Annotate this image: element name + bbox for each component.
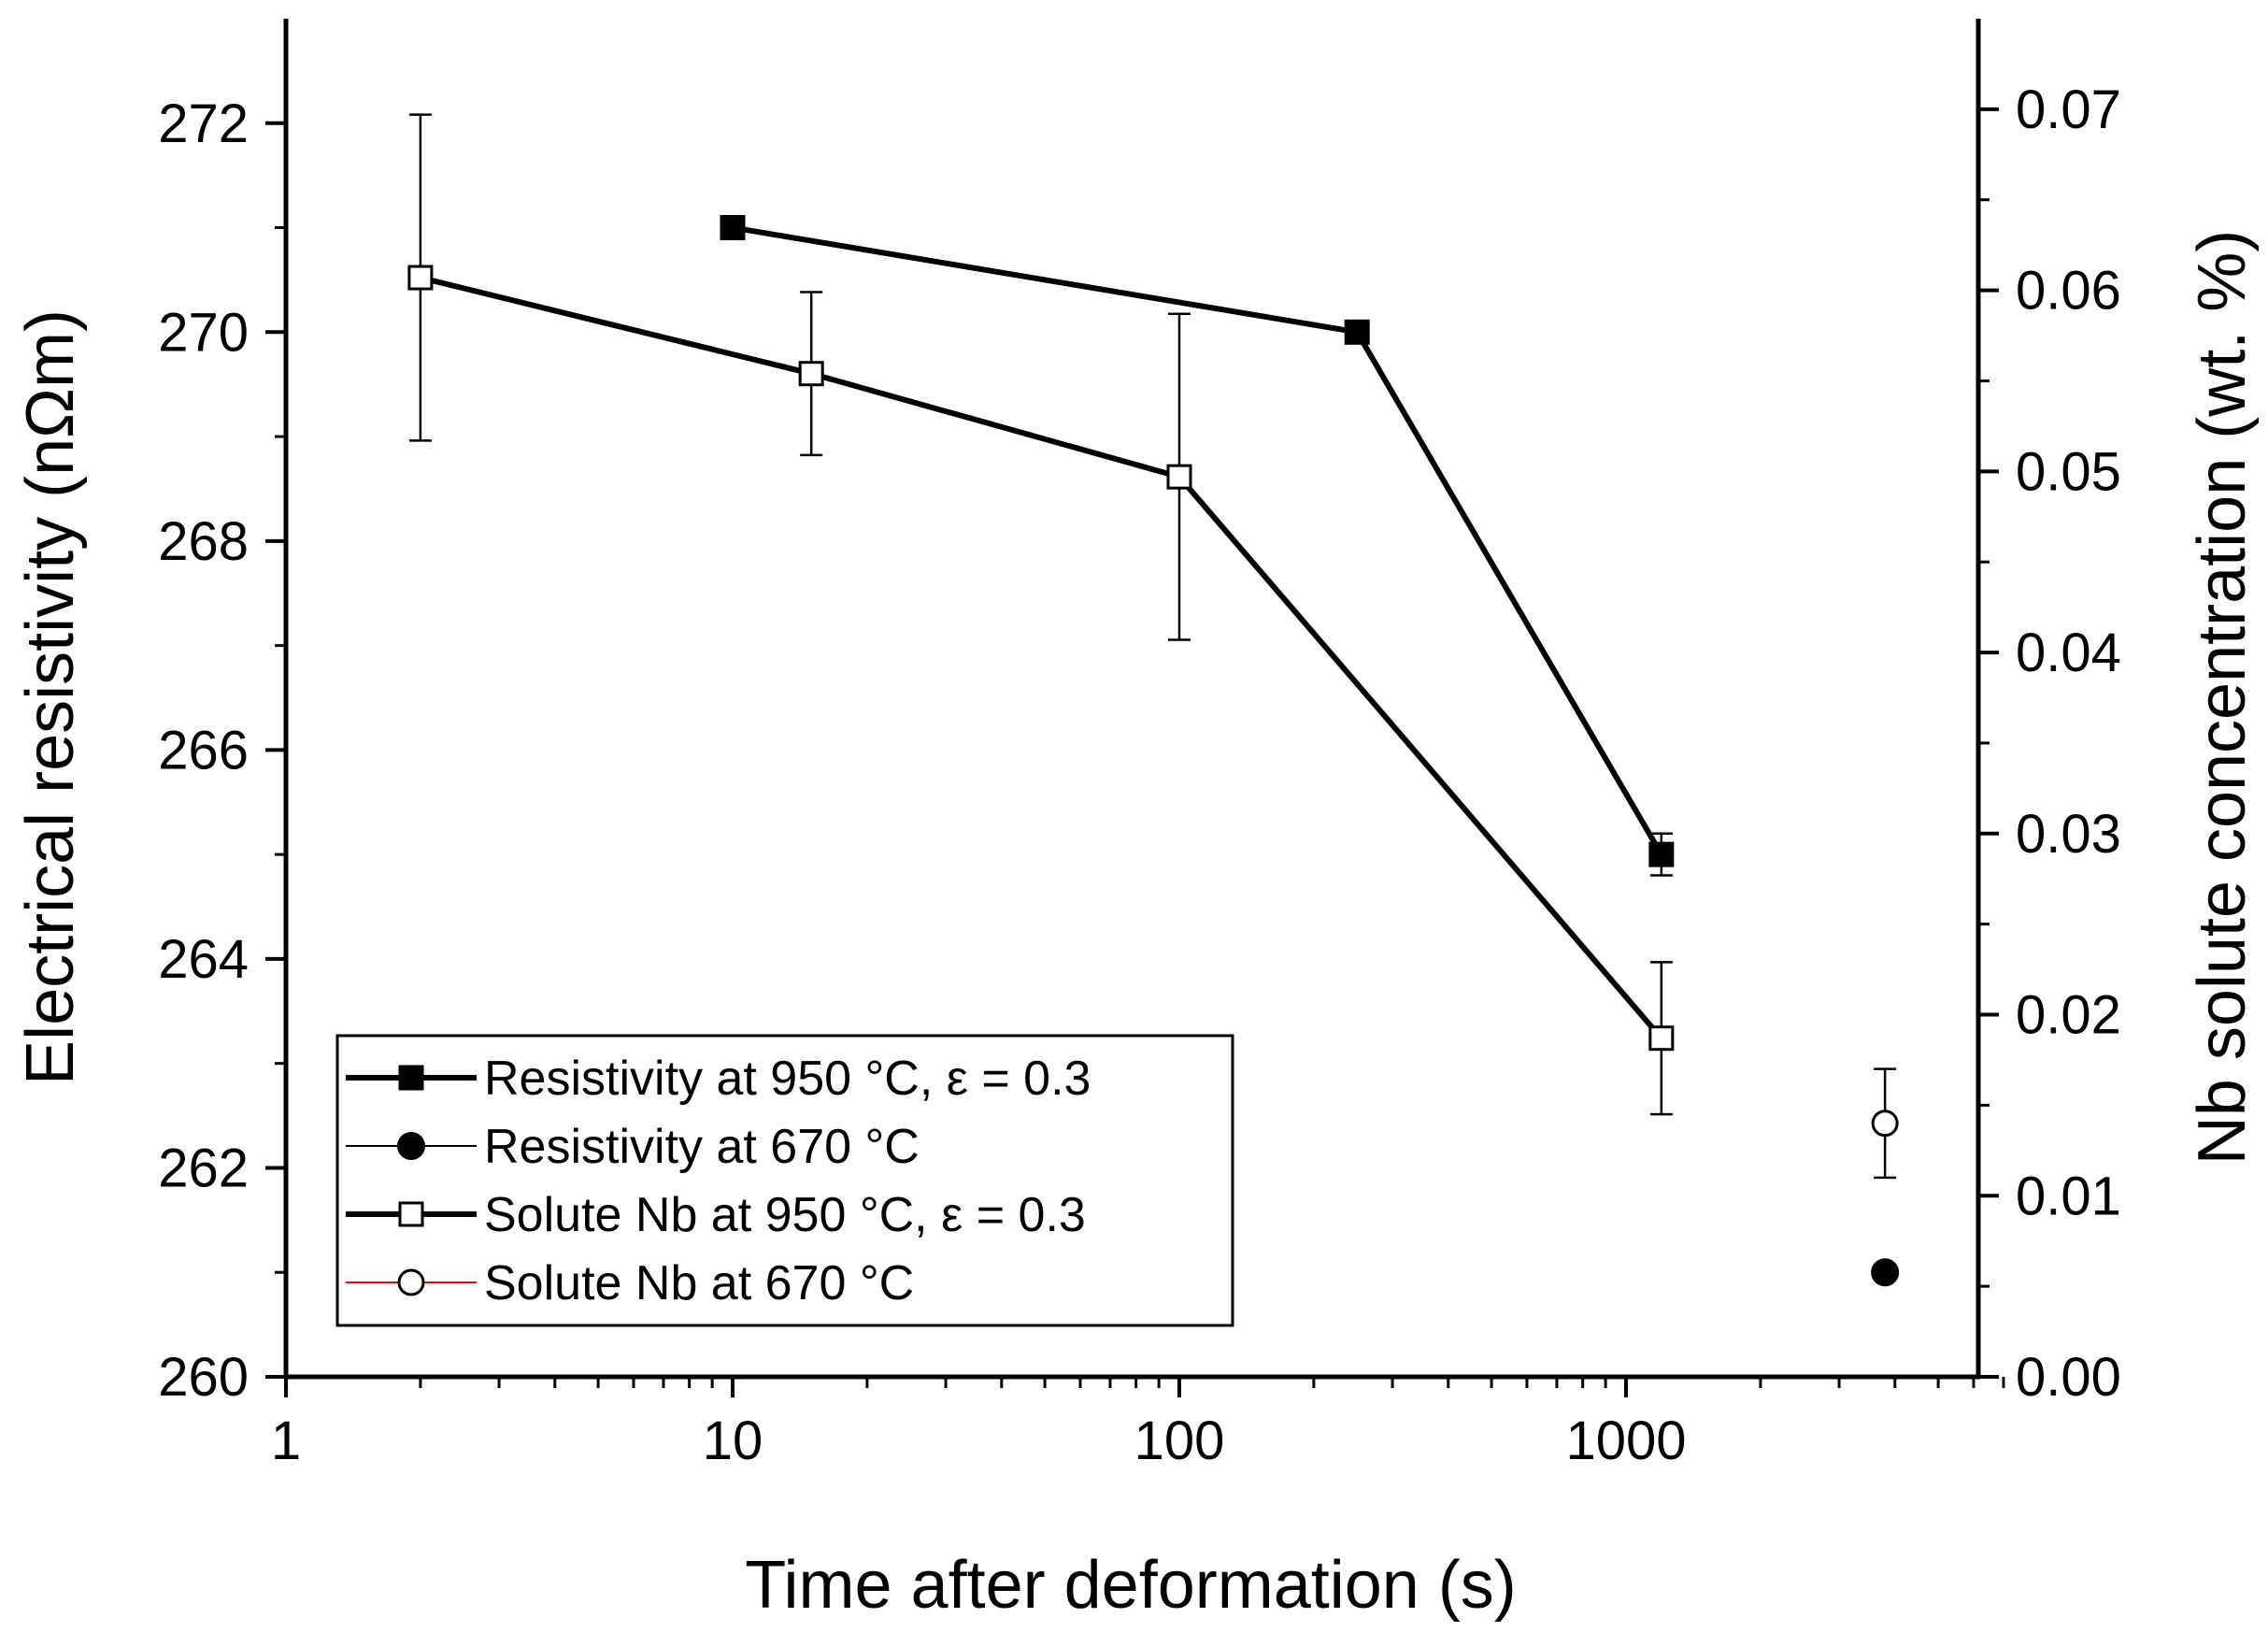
y2-tick-label: 0.06 bbox=[2016, 261, 2121, 322]
x-axis-title: Time after deformation (s) bbox=[745, 1548, 1517, 1623]
y2-tick-label: 0.05 bbox=[2016, 441, 2121, 502]
legend-marker bbox=[397, 1268, 425, 1296]
y-tick-label: 264 bbox=[158, 929, 249, 990]
data-point bbox=[720, 215, 746, 241]
x-tick-label: 1 bbox=[271, 1410, 301, 1471]
y2-tick-label: 0.04 bbox=[2016, 623, 2121, 683]
y-tick-label: 268 bbox=[158, 511, 249, 572]
y2-tick-label: 0.03 bbox=[2016, 804, 2121, 865]
y2-tick-label: 0.01 bbox=[2016, 1166, 2121, 1226]
axis-ticks bbox=[265, 107, 2005, 1397]
y-tick-label: 262 bbox=[158, 1138, 249, 1198]
legend-box bbox=[335, 1034, 1234, 1327]
legend-label: Solute Nb at 950 °C, ε = 0.3 bbox=[484, 1188, 1086, 1242]
data-point bbox=[1871, 1109, 1899, 1138]
data-markers bbox=[407, 215, 1900, 1287]
legend-label: Solute Nb at 670 °C bbox=[484, 1256, 914, 1310]
error-bars bbox=[408, 113, 1897, 1180]
y2-axis-title: Nb solute concentration (wt. %) bbox=[2185, 230, 2260, 1165]
y2-tick-label: 0.02 bbox=[2016, 985, 2121, 1046]
tick-labels: 1 10 100 1000 260 262 264 266 268 270 272 0.00 0.01 0… bbox=[158, 79, 2121, 1471]
data-point bbox=[1871, 1258, 1900, 1287]
series-line bbox=[420, 275, 1664, 1040]
y-tick-label: 272 bbox=[158, 93, 249, 154]
legend-marker bbox=[397, 1132, 425, 1160]
data-point bbox=[1344, 319, 1370, 345]
legend-label: Resistivity at 950 °C, ε = 0.3 bbox=[484, 1052, 1091, 1106]
data-point bbox=[1648, 841, 1675, 867]
x-tick-label: 100 bbox=[1134, 1410, 1225, 1471]
y-tick-label: 266 bbox=[158, 720, 249, 780]
y-axis-title: Electrical resistivity (nΩm) bbox=[13, 309, 88, 1085]
series-lines bbox=[420, 224, 1664, 1040]
y2-tick-label: 0.07 bbox=[2016, 79, 2121, 140]
data-point bbox=[1648, 1025, 1675, 1052]
y2-tick-label: 0.00 bbox=[2016, 1347, 2121, 1408]
legend-marker bbox=[398, 1065, 424, 1091]
series-line bbox=[732, 224, 1664, 856]
y-tick-label: 260 bbox=[158, 1347, 249, 1408]
legend-label: Resistivity at 670 °C bbox=[484, 1120, 920, 1174]
data-point bbox=[1166, 464, 1192, 490]
data-point bbox=[798, 361, 824, 387]
x-tick-label: 10 bbox=[703, 1410, 763, 1471]
data-point bbox=[407, 265, 434, 291]
legend-marker bbox=[398, 1201, 424, 1227]
y-tick-label: 270 bbox=[158, 302, 249, 363]
legend: Resistivity at 950 °C, ε = 0.3 Resistivit… bbox=[335, 1034, 1234, 1327]
x-tick-label: 1000 bbox=[1565, 1410, 1686, 1471]
